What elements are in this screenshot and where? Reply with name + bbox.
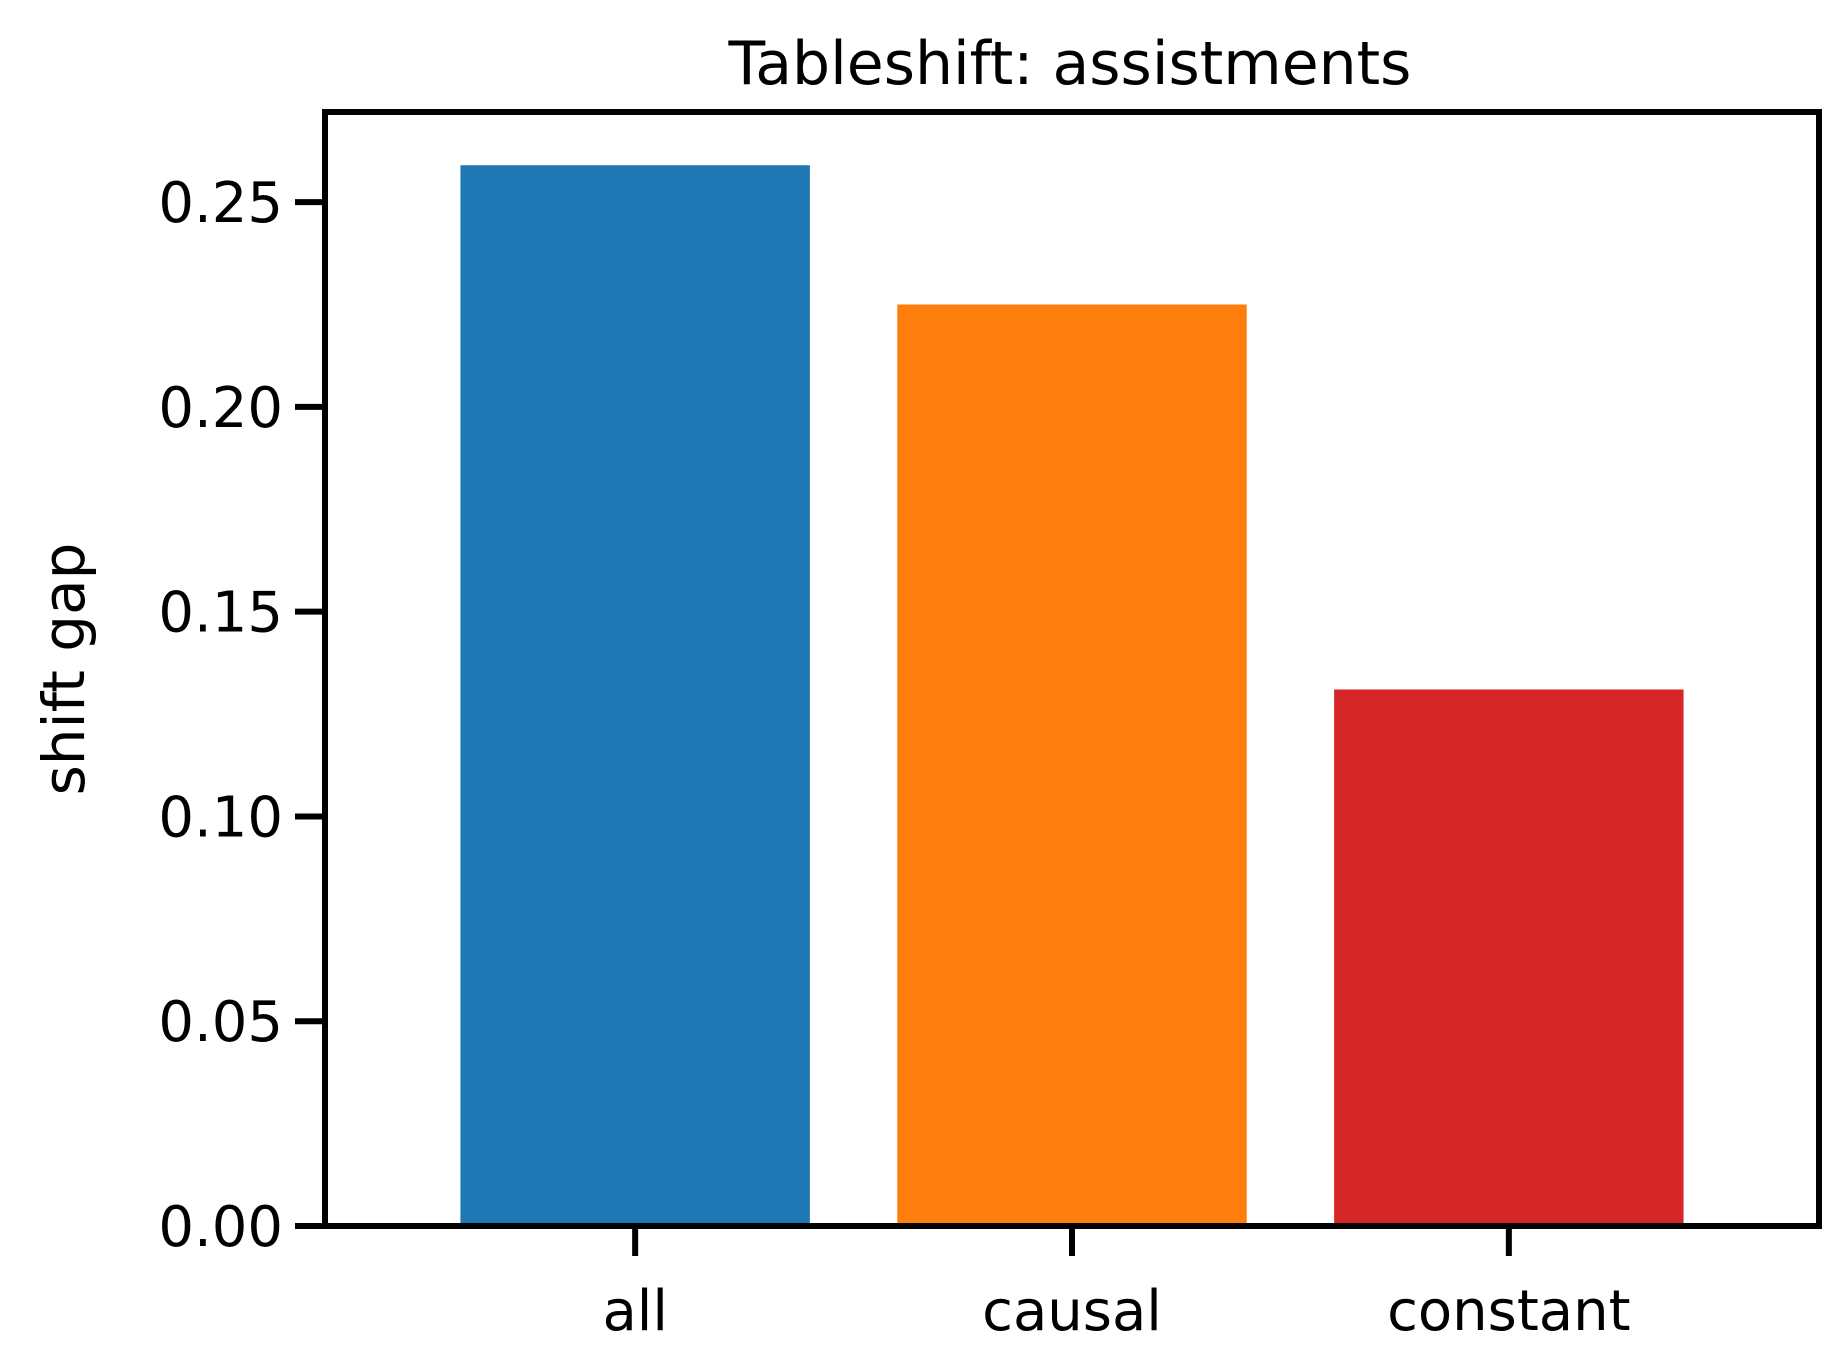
y-tick-label: 0.25 [158, 171, 283, 236]
chart-title: Tableshift: assistments [728, 29, 1412, 99]
bar-causal [897, 304, 1247, 1226]
x-tick-label-causal: causal [982, 1279, 1162, 1344]
y-tick-label: 0.00 [158, 1195, 283, 1260]
y-tick-label: 0.05 [158, 990, 283, 1055]
bar-constant [1334, 689, 1684, 1226]
y-tick-label: 0.10 [158, 785, 283, 850]
y-tick-label: 0.20 [158, 376, 283, 441]
y-axis: 0.00 0.05 0.10 0.15 0.20 0.25 [158, 171, 325, 1260]
y-tick-label: 0.15 [158, 581, 283, 646]
x-axis: all causal constant [602, 1226, 1631, 1344]
bar-all [460, 165, 810, 1226]
x-tick-label-constant: constant [1387, 1279, 1630, 1344]
bars-layer [460, 165, 1684, 1226]
x-tick-label-all: all [602, 1279, 667, 1344]
y-axis-label: shift gap [30, 543, 98, 796]
